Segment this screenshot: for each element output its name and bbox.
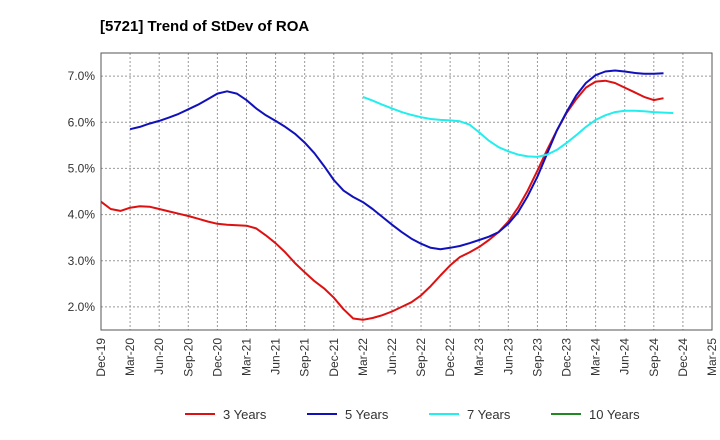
- x-tick-label: Mar-24: [589, 338, 603, 376]
- x-tick-label: Jun-23: [501, 338, 515, 375]
- y-tick-label: 6.0%: [68, 115, 96, 129]
- x-tick-label: Dec-24: [676, 338, 690, 377]
- x-tick-label: Jun-20: [152, 338, 166, 375]
- series-lines: [100, 69, 674, 321]
- x-tick-label: Jun-24: [618, 338, 632, 375]
- x-tick-label: Mar-23: [472, 338, 486, 376]
- x-tick-label: Jun-21: [269, 338, 283, 375]
- x-tick-label: Mar-20: [123, 338, 137, 376]
- series-line-3-years: [100, 79, 664, 321]
- grid: [100, 53, 713, 330]
- series-line-7-years: [362, 95, 674, 158]
- y-tick-label: 4.0%: [68, 208, 96, 222]
- legend-label: 7 Years: [467, 407, 511, 422]
- legend: 3 Years 5 Years 7 Years 10 Years: [185, 407, 640, 422]
- y-tick-label: 3.0%: [68, 254, 96, 268]
- x-tick-label: Sep-20: [181, 338, 195, 377]
- x-tick-label: Jun-22: [385, 338, 399, 375]
- x-tick-label: Dec-21: [327, 338, 341, 377]
- y-axis-ticks: 2.0% 3.0% 4.0% 5.0% 6.0% 7.0%: [68, 69, 96, 314]
- legend-label: 5 Years: [345, 407, 389, 422]
- x-tick-label: Mar-22: [356, 338, 370, 376]
- x-tick-label: Sep-23: [530, 338, 544, 377]
- x-tick-label: Sep-22: [414, 338, 428, 377]
- legend-label: 10 Years: [589, 407, 640, 422]
- x-tick-label: Dec-19: [94, 338, 108, 377]
- x-tick-label: Dec-20: [210, 338, 224, 377]
- chart-title: [5721] Trend of StDev of ROA: [100, 18, 309, 35]
- series-line-5-years: [129, 69, 664, 251]
- plot-border: [100, 52, 713, 331]
- y-tick-label: 2.0%: [68, 300, 96, 314]
- x-tick-label: Mar-21: [239, 338, 253, 376]
- y-tick-label: 7.0%: [68, 69, 96, 83]
- x-tick-label: Mar-25: [705, 338, 719, 376]
- x-tick-label: Dec-23: [560, 338, 574, 377]
- legend-label: 3 Years: [223, 407, 267, 422]
- x-axis-ticks: Dec-19 Mar-20 Jun-20 Sep-20 Dec-20 Mar-21 Jun-…: [94, 338, 719, 377]
- x-tick-label: Sep-21: [298, 338, 312, 377]
- x-tick-label: Sep-24: [647, 338, 661, 377]
- x-tick-label: Dec-22: [443, 338, 457, 377]
- y-tick-label: 5.0%: [68, 161, 96, 175]
